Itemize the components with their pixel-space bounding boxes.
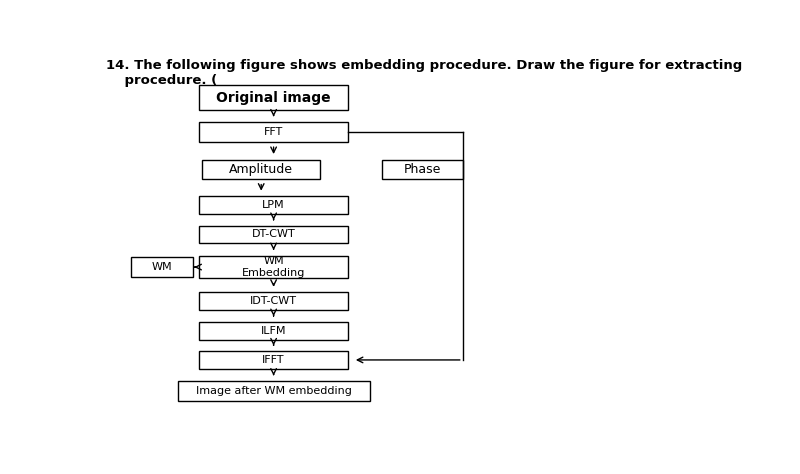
FancyBboxPatch shape: [202, 160, 320, 179]
Text: Original image: Original image: [216, 91, 331, 105]
FancyBboxPatch shape: [199, 122, 348, 142]
Text: WM: WM: [152, 262, 172, 272]
Text: FFT: FFT: [264, 127, 283, 137]
FancyBboxPatch shape: [199, 351, 348, 369]
Text: WM
Embedding: WM Embedding: [242, 256, 306, 278]
Text: IDT-CWT: IDT-CWT: [250, 296, 297, 306]
FancyBboxPatch shape: [199, 322, 348, 339]
FancyBboxPatch shape: [199, 196, 348, 214]
Text: LPM: LPM: [262, 200, 285, 210]
Text: 14. The following figure shows embedding procedure. Draw the figure for extracti: 14. The following figure shows embedding…: [106, 59, 742, 87]
Text: DT-CWT: DT-CWT: [252, 229, 295, 239]
Text: Amplitude: Amplitude: [230, 163, 294, 176]
FancyBboxPatch shape: [178, 381, 370, 401]
FancyBboxPatch shape: [199, 255, 348, 279]
FancyBboxPatch shape: [199, 85, 348, 110]
FancyBboxPatch shape: [199, 226, 348, 244]
Text: Phase: Phase: [404, 163, 441, 176]
Text: ILFM: ILFM: [261, 326, 286, 336]
Text: IFFT: IFFT: [262, 355, 285, 365]
Text: Image after WM embedding: Image after WM embedding: [196, 386, 351, 396]
FancyBboxPatch shape: [382, 160, 462, 179]
FancyBboxPatch shape: [199, 292, 348, 310]
FancyBboxPatch shape: [131, 257, 193, 277]
